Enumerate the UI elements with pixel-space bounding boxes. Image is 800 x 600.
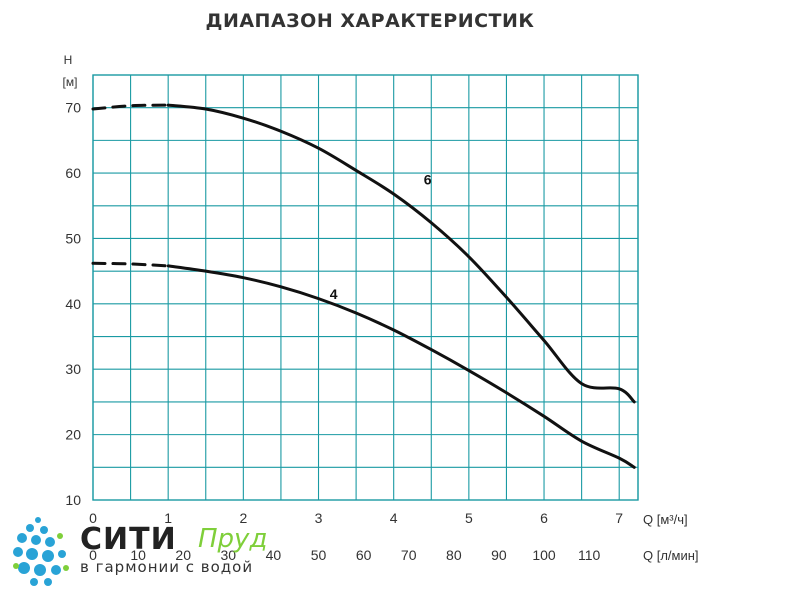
- x-tick-label: 0: [89, 510, 97, 526]
- y-tick-label: 70: [65, 100, 81, 116]
- x-tick-label: 6: [540, 510, 548, 526]
- x-tick-label: 2: [239, 510, 247, 526]
- logo-tagline: в гармонии с водой: [80, 558, 254, 576]
- x-tick-label: 5: [465, 510, 473, 526]
- brand-logo: СИТИ Пруд в гармонии с водой: [8, 510, 308, 590]
- chart-title: ДИАПАЗОН ХАРАКТЕРИСТИК: [205, 10, 535, 32]
- x-secondary-tick-label: 100: [532, 547, 556, 563]
- x-secondary-tick-label: 20: [175, 547, 191, 563]
- series-label-4: 4: [330, 286, 338, 302]
- plot-frame: [92, 74, 639, 501]
- y-tick-label: 60: [65, 165, 81, 181]
- curve-6: [166, 103, 636, 404]
- x-tick-label: 1: [164, 510, 172, 526]
- x-secondary-tick-label: 50: [311, 547, 327, 563]
- x-tick-label: 3: [315, 510, 323, 526]
- x-secondary-tick-label: 0: [89, 547, 97, 563]
- x-secondary-tick-label: 70: [401, 547, 417, 563]
- y-tick-label: 10: [65, 492, 81, 508]
- y-tick-label: 40: [65, 296, 81, 312]
- y-axis-unit: [м]: [63, 75, 78, 89]
- x-secondary-axis-label: Q [л/мин]: [643, 548, 699, 563]
- logo-name: СИТИ: [80, 522, 177, 557]
- x-secondary-tick-label: 40: [266, 547, 282, 563]
- curve-6-dashed: [91, 103, 170, 111]
- curve-4-dashed: [91, 261, 170, 268]
- x-secondary-tick-label: 110: [578, 547, 601, 563]
- curve-4: [166, 264, 636, 469]
- x-secondary-tick-label: 10: [130, 547, 146, 563]
- logo-name-accent: Пруд: [198, 524, 268, 554]
- x-secondary-tick-label: 60: [356, 547, 372, 563]
- x-tick-label: 7: [615, 510, 623, 526]
- y-tick-label: 50: [65, 230, 81, 246]
- x-axis-label: Q [м³/ч]: [643, 512, 688, 527]
- y-axis-label: H: [64, 53, 73, 67]
- x-secondary-tick-label: 80: [446, 547, 462, 563]
- x-secondary-tick-label: 90: [491, 547, 507, 563]
- y-tick-label: 20: [65, 427, 81, 443]
- water-drops-icon: [13, 517, 69, 586]
- x-secondary-tick-label: 30: [221, 547, 237, 563]
- x-tick-label: 4: [390, 510, 398, 526]
- series-label-6: 6: [424, 172, 432, 188]
- y-tick-label: 30: [65, 361, 81, 377]
